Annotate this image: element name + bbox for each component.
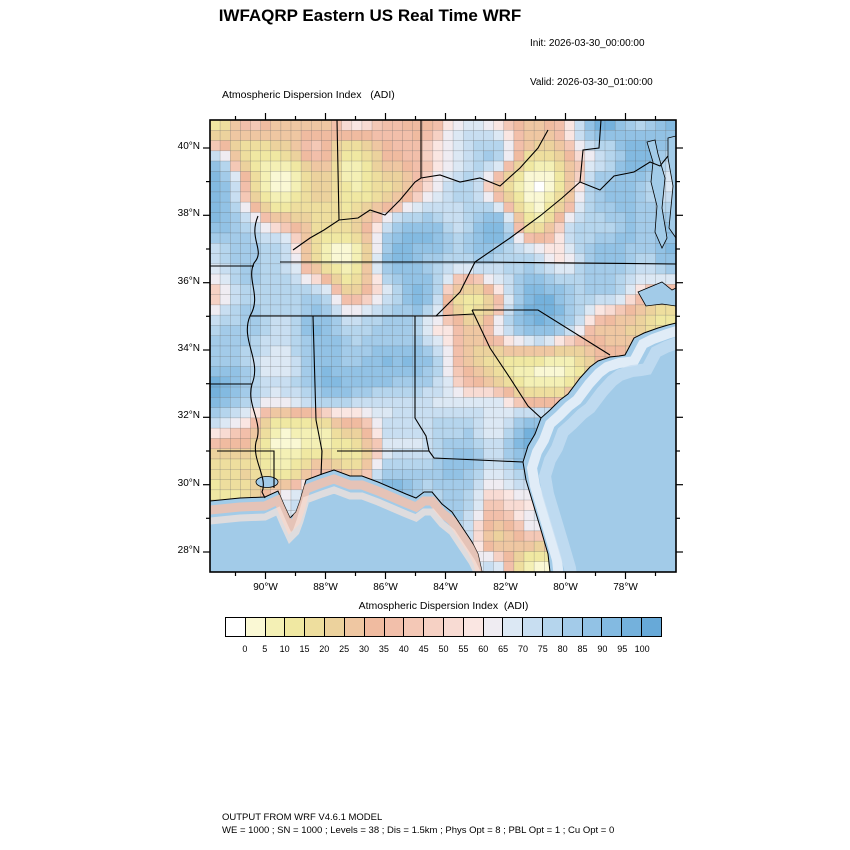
colorbar-tick-label: 95 xyxy=(617,644,628,654)
colorbar-tick-label: 30 xyxy=(359,644,370,654)
lat-tick-label: 36°N xyxy=(177,275,200,287)
colorbar-segment xyxy=(462,617,484,637)
valid-time: Valid: 2026-03-30_01:00:00 xyxy=(530,77,653,88)
colorbar-segment xyxy=(601,617,623,637)
delmarva-coast xyxy=(667,135,676,239)
colorbar-segment xyxy=(522,617,543,637)
lat-tick-label: 32°N xyxy=(177,410,200,422)
atlantic-ocean xyxy=(522,322,676,572)
colorbar-segment xyxy=(324,617,345,637)
colorbar-segment xyxy=(403,617,425,637)
colorbar-tick-label: 25 xyxy=(339,644,350,654)
lon-tick-label: 80°W xyxy=(553,582,578,593)
lon-tick-label: 82°W xyxy=(493,582,518,593)
colorbar-tick-label: 45 xyxy=(418,644,429,654)
colorbar-segments xyxy=(225,617,662,637)
adi-map xyxy=(203,113,683,579)
colorbar-tick-label: 10 xyxy=(279,644,290,654)
lat-tick-label: 34°N xyxy=(177,343,200,354)
colorbar-segment xyxy=(343,617,365,637)
lat-tick-label: 38°N xyxy=(177,208,200,220)
colorbar-tick-label: 0 xyxy=(242,644,248,654)
colorbar-segment xyxy=(284,617,306,637)
colorbar-tick-label: 60 xyxy=(478,644,489,654)
lon-tick-label: 88°W xyxy=(313,582,338,593)
model-config-note: WE = 1000 ; SN = 1000 ; Levels = 38 ; Di… xyxy=(222,825,615,836)
colorbar-segment xyxy=(363,617,385,637)
colorbar-segment xyxy=(442,617,464,637)
colorbar-tick-label: 20 xyxy=(319,644,330,654)
colorbar-tick-label: 50 xyxy=(438,644,449,654)
ocean-adi-bands xyxy=(210,324,676,572)
lon-tick-label: 86°W xyxy=(373,582,398,593)
colorbar-tick-label: 65 xyxy=(498,644,509,654)
colorbar-segment xyxy=(264,617,286,637)
colorbar-tick-label: 80 xyxy=(557,644,568,654)
colorbar-segment xyxy=(225,617,246,637)
colorbar-segment xyxy=(502,617,524,637)
colorbar-segment xyxy=(423,617,444,637)
map-frame xyxy=(209,119,677,573)
colorbar-tick-label: 15 xyxy=(299,644,310,654)
colorbar-segment xyxy=(561,617,583,637)
colorbar-segment xyxy=(244,617,266,637)
lat-tick-label: 30°N xyxy=(177,477,200,489)
page-title: IWFAQRP Eastern US Real Time WRF xyxy=(218,6,522,25)
lon-tick-label: 78°W xyxy=(613,582,638,593)
colorbar-segment xyxy=(383,617,405,637)
colorbar: 0 5 10 15 20 25 30 35 40 45 50 55 60 65 70 75 80 85 90 95 10… xyxy=(225,617,662,654)
colorbar-tick-label: 100 xyxy=(634,644,650,654)
lon-tick-label: 84°W xyxy=(433,582,458,593)
init-time: Init: 2026-03-30_00:00:00 xyxy=(530,38,645,49)
state-borders xyxy=(210,120,676,499)
inland-waters xyxy=(255,135,676,488)
colorbar-tick-label: 55 xyxy=(458,644,469,654)
lat-tick-label: 40°N xyxy=(177,141,200,152)
colorbar-title: Atmospheric Dispersion Index (ADI) xyxy=(358,600,529,612)
colorbar-tick-label: 90 xyxy=(597,644,608,654)
colorbar-tick-label: 70 xyxy=(517,644,528,654)
colorbar-tick-label: 40 xyxy=(398,644,409,654)
colorbar-segment xyxy=(482,617,504,637)
lat-tick-label: 28°N xyxy=(177,545,200,556)
colorbar-segment xyxy=(621,617,643,637)
pamlico-sound xyxy=(637,281,676,307)
colorbar-segment xyxy=(581,617,603,637)
colorbar-tick-label: 35 xyxy=(378,644,389,654)
lake-pontchartrain xyxy=(255,476,279,488)
lon-tick-label: 90°W xyxy=(253,582,278,593)
map-subtitle: Atmospheric Dispersion Index (ADI) xyxy=(222,89,395,101)
model-output-note: OUTPUT FROM WRF V4.6.1 MODEL xyxy=(222,812,383,823)
colorbar-segment xyxy=(304,617,326,637)
run-times: Init: 2026-03-30_00:00:00 Valid: 2026-03… xyxy=(530,11,730,115)
colorbar-segment xyxy=(641,617,662,637)
colorbar-tick-label: 75 xyxy=(537,644,548,654)
colorbar-tick-label: 85 xyxy=(577,644,588,654)
chesapeake-bay xyxy=(646,139,668,249)
colorbar-segment xyxy=(542,617,563,637)
ocean xyxy=(210,322,676,572)
colorbar-tick-label: 5 xyxy=(262,644,268,654)
